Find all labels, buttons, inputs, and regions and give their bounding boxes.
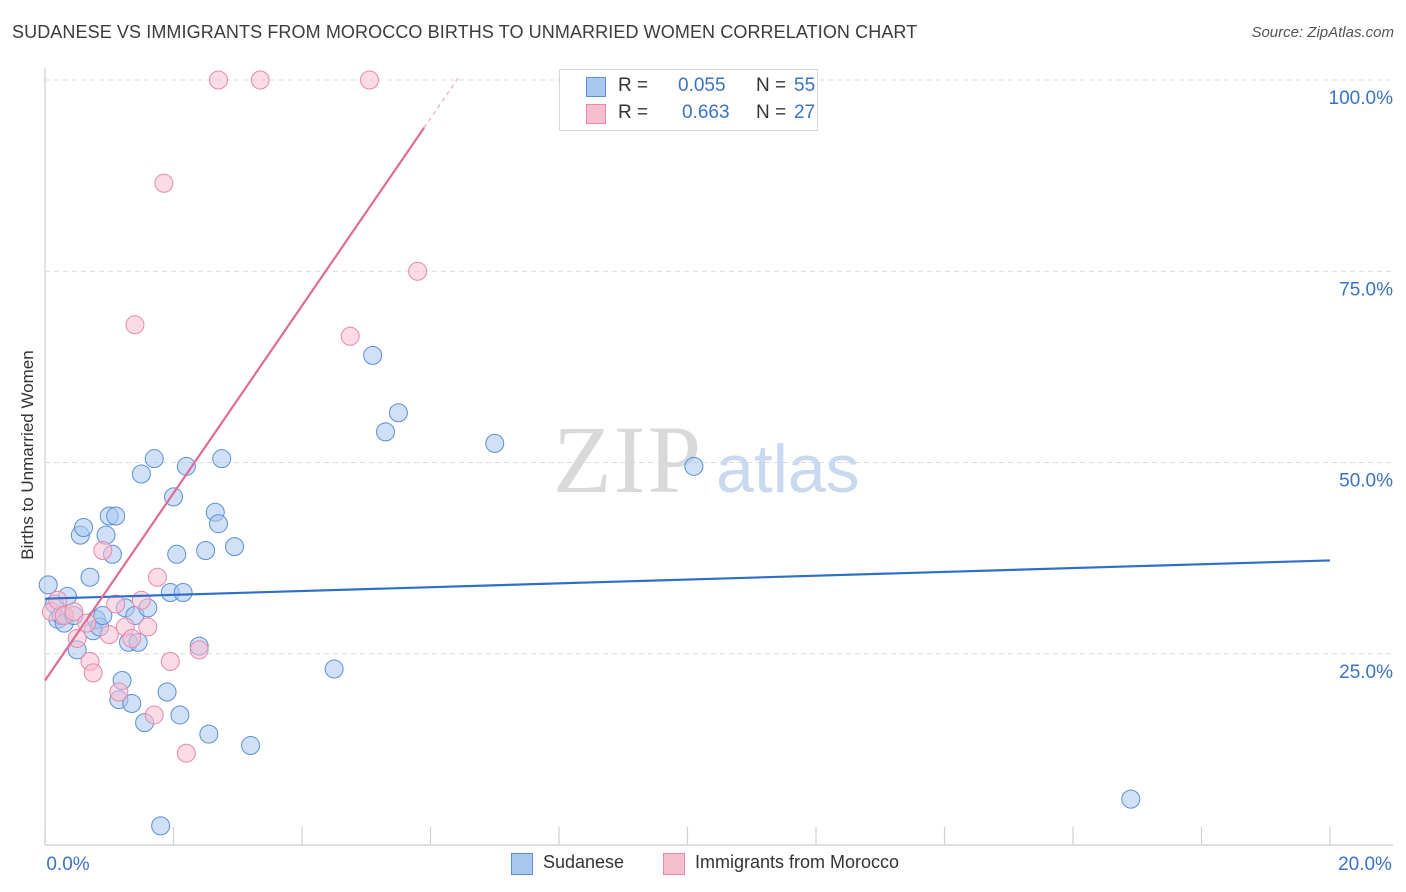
legend-swatch-morocco [586,104,606,124]
legend-r-value: 0.663 [682,102,730,123]
correlation-legend: R = 0.055 N = 55 R = 0.663 N = 27 [559,69,818,131]
chart-source: Source: ZipAtlas.com [1251,24,1394,41]
trend-line-morocco [44,127,425,682]
y-tick-label: 100.0% [1329,88,1394,109]
point-morocco [408,261,428,281]
legend-n-value: 55 [794,75,816,96]
point-morocco [208,70,228,90]
point-sudanese [388,403,408,423]
point-morocco [144,705,164,725]
y-tick-label: 75.0% [1339,279,1393,300]
legend-r-label: R = [618,102,649,123]
point-morocco [83,663,103,683]
chart-title: SUDANESE VS IMMIGRANTS FROM MOROCCO BIRT… [12,22,918,42]
point-sudanese [167,544,187,564]
bottom-legend-label-morocco: Immigrants from Morocco [695,852,900,872]
point-morocco [125,315,145,335]
trend-line-sudanese [44,559,1331,600]
axes [44,68,1393,846]
point-morocco [138,617,158,637]
point-morocco [64,602,84,622]
point-sudanese [324,659,344,679]
point-morocco [359,70,379,90]
point-sudanese [208,514,228,534]
point-morocco [99,625,119,645]
y-tick-label: 50.0% [1339,471,1393,492]
point-sudanese [144,449,164,469]
point-sudanese [93,606,113,625]
x-tick-label-max: 20.0% [1338,854,1392,875]
point-sudanese [157,682,177,702]
point-sudanese [131,464,151,484]
point-sudanese [74,518,94,538]
point-sudanese [363,345,383,365]
point-sudanese [173,583,193,603]
trend-line-morocco-extension [423,75,460,129]
point-morocco [176,743,196,763]
point-morocco [250,70,270,90]
watermark-zip: ZIP [553,406,703,513]
point-morocco [67,628,87,648]
point-morocco [131,590,151,610]
tick-labels: 100.0% 75.0% 50.0% 25.0% 0.0% 20.0% [46,88,1393,875]
legend-n-label: N = [756,102,787,123]
point-morocco [154,173,174,193]
trend-lines [44,75,1331,682]
point-sudanese [199,724,219,744]
gridlines [45,79,1393,655]
point-sudanese [1121,789,1141,809]
point-sudanese [38,575,58,595]
point-sudanese [212,449,232,469]
point-morocco [106,594,126,614]
point-morocco [109,682,129,702]
point-sudanese [122,693,142,713]
point-sudanese [485,433,505,453]
point-sudanese [80,567,100,587]
watermark-atlas: atlas [716,431,860,507]
point-sudanese [376,422,396,442]
point-sudanese [151,816,171,836]
point-morocco [189,640,209,660]
y-tick-label: 25.0% [1339,662,1393,683]
legend-r-label: R = [618,75,649,96]
point-sudanese [684,456,704,476]
watermark: ZIP atlas [553,406,860,513]
bottom-legend-swatch-sudanese [511,853,533,875]
data-points [38,70,1141,836]
point-sudanese [96,525,116,545]
bottom-legend-swatch-morocco [663,853,685,875]
legend-swatch-sudanese [586,77,606,97]
legend-r-value: 0.055 [678,75,726,96]
point-sudanese [241,736,261,756]
x-tick-label-min: 0.0% [46,854,89,875]
point-sudanese [196,540,216,560]
point-sudanese [170,705,190,725]
point-morocco [340,326,360,346]
point-morocco [147,567,167,587]
legend-n-label: N = [756,75,787,96]
legend-n-value: 27 [794,102,816,123]
point-morocco [160,651,180,671]
point-sudanese [225,537,245,557]
point-morocco [122,628,142,648]
point-sudanese [106,506,126,526]
point-morocco [93,540,113,560]
bottom-legend-label-sudanese: Sudanese [543,852,625,872]
